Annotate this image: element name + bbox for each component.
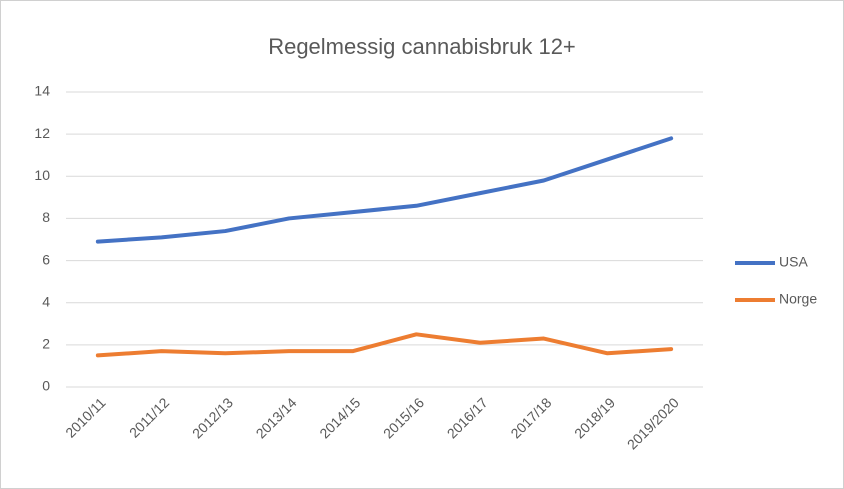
legend-label: USA — [779, 254, 808, 270]
y-tick-label: 12 — [34, 125, 50, 141]
y-tick-label: 4 — [42, 293, 50, 309]
y-tick-label: 14 — [34, 83, 50, 99]
y-tick-label: 8 — [42, 209, 50, 225]
y-tick-label: 6 — [42, 251, 50, 267]
legend-label: Norge — [779, 291, 817, 307]
data-line — [95, 136, 674, 244]
y-tick-label: 0 — [42, 378, 50, 394]
y-tick-label: 10 — [34, 167, 50, 183]
y-tick-label: 2 — [42, 336, 50, 352]
chart-title: Regelmessig cannabisbruk 12+ — [268, 34, 576, 59]
data-line — [95, 332, 674, 358]
